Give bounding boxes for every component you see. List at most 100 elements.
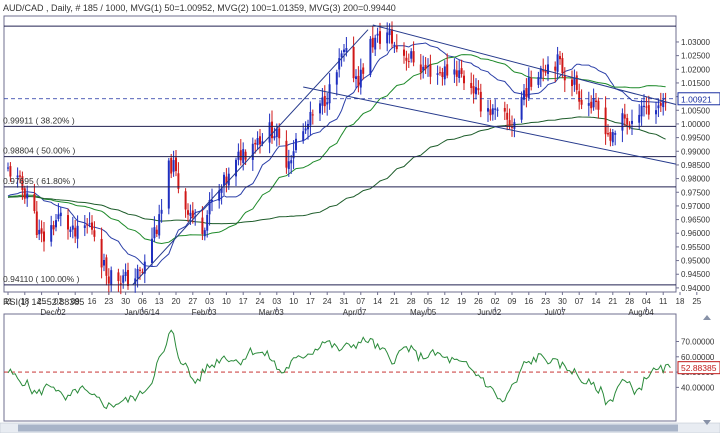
candle-bull bbox=[513, 122, 516, 129]
date-tick-label: 02 bbox=[491, 297, 500, 306]
candle-bull bbox=[38, 229, 41, 235]
candle-bull bbox=[59, 212, 62, 217]
candle-bull bbox=[338, 58, 341, 70]
candle-bull bbox=[340, 53, 343, 58]
month-label: Dec/02 bbox=[40, 308, 66, 317]
moving-averages bbox=[7, 42, 666, 268]
candle-bear bbox=[191, 210, 194, 218]
candle-bear bbox=[141, 271, 144, 273]
date-tick-label: 10 bbox=[222, 297, 231, 306]
candle-bull bbox=[88, 223, 91, 225]
candle-bear bbox=[578, 91, 581, 102]
candle-bull bbox=[16, 175, 19, 178]
candle-bear bbox=[508, 120, 511, 127]
candle-bull bbox=[443, 66, 446, 80]
candle-bear bbox=[575, 75, 578, 90]
candle-bear bbox=[35, 211, 38, 236]
candle-bear bbox=[559, 56, 561, 60]
rsi-tick-label: 40.00000 bbox=[681, 383, 715, 392]
date-tick-label: 18 bbox=[20, 297, 29, 306]
date-tick-label: 09 bbox=[71, 297, 80, 306]
candle-bull bbox=[76, 225, 79, 239]
candle-bull bbox=[143, 261, 146, 274]
date-tick-label: 10 bbox=[289, 297, 298, 306]
candle-bull bbox=[427, 65, 429, 67]
date-tick-label: 03 bbox=[205, 297, 214, 306]
candle-bear bbox=[278, 128, 281, 139]
candle-bear bbox=[597, 100, 600, 110]
candle-bull bbox=[261, 141, 264, 144]
month-label: Jun/02 bbox=[477, 308, 502, 317]
month-label: Apr/07 bbox=[343, 308, 367, 317]
candle-bear bbox=[405, 57, 408, 61]
candle-bear bbox=[357, 75, 360, 86]
uptrend-line bbox=[132, 29, 369, 285]
date-tick-label: 17 bbox=[239, 297, 248, 306]
candle-bull bbox=[573, 77, 576, 85]
candle-bull bbox=[227, 173, 230, 186]
candle-bear bbox=[626, 117, 629, 125]
month-label: Mar/03 bbox=[259, 308, 284, 317]
candle-bear bbox=[187, 210, 189, 215]
date-tick-label: 24 bbox=[323, 297, 332, 306]
date-tick-label: 05 bbox=[424, 297, 433, 306]
candle-bull bbox=[556, 54, 559, 72]
candle-bear bbox=[225, 176, 228, 184]
candle-bull bbox=[302, 131, 305, 141]
candle-bear bbox=[239, 150, 242, 161]
candle-bear bbox=[542, 69, 545, 72]
candle-bear bbox=[479, 91, 482, 112]
candle-bull bbox=[496, 109, 499, 111]
month-label: Feb/03 bbox=[192, 308, 217, 317]
date-tick-label: 20 bbox=[172, 297, 181, 306]
candle-bull bbox=[343, 49, 345, 53]
candle-bear bbox=[139, 269, 141, 271]
candle-bull bbox=[520, 97, 523, 120]
candle-bull bbox=[393, 44, 396, 47]
candle-bull bbox=[410, 51, 413, 59]
candle-bull bbox=[211, 199, 213, 202]
candle-bear bbox=[93, 230, 96, 237]
price-tick-label: 0.98500 bbox=[681, 161, 710, 170]
candle-bear bbox=[503, 108, 506, 112]
candle-bear bbox=[371, 37, 374, 48]
candle-bear bbox=[67, 215, 69, 230]
candle-bear bbox=[379, 31, 381, 44]
candle-bull bbox=[321, 97, 324, 106]
current-price-label: 1.00921 bbox=[681, 94, 712, 104]
candle-bull bbox=[309, 111, 312, 126]
candle-bear bbox=[460, 68, 463, 75]
candle-bear bbox=[352, 47, 355, 79]
date-tick-label: 11 bbox=[4, 297, 13, 306]
candle-bull bbox=[26, 193, 29, 199]
candle-bull bbox=[136, 268, 139, 279]
candle-bull bbox=[50, 225, 53, 242]
candle-bear bbox=[254, 142, 257, 145]
candle-bull bbox=[160, 209, 163, 214]
date-tick-label: 28 bbox=[625, 297, 634, 306]
candle-bear bbox=[43, 231, 45, 242]
candle-bull bbox=[376, 33, 379, 36]
candle-bull bbox=[251, 143, 254, 160]
candle-bear bbox=[561, 58, 564, 74]
candle-bull bbox=[189, 212, 192, 216]
candle-bear bbox=[86, 224, 89, 226]
candle-bear bbox=[91, 222, 93, 230]
date-tick-label: 25 bbox=[692, 297, 701, 306]
candle-bear bbox=[419, 64, 422, 73]
price-tick-label: 1.00000 bbox=[681, 120, 710, 129]
candle-bear bbox=[477, 88, 480, 91]
candle-bull bbox=[494, 108, 497, 110]
chart-title: AUD/CAD , Daily, # 185 / 1000, MVG(1) 50… bbox=[3, 3, 396, 13]
candle-bull bbox=[374, 37, 377, 50]
candle-bull bbox=[640, 105, 643, 117]
candlesticks bbox=[7, 21, 667, 295]
candle-bear bbox=[489, 109, 492, 116]
candle-bear bbox=[571, 79, 573, 87]
candle-bull bbox=[662, 101, 665, 108]
candle-bear bbox=[590, 101, 593, 109]
candle-bear bbox=[544, 70, 547, 73]
date-tick-label: 14 bbox=[592, 297, 601, 306]
candle-bull bbox=[614, 133, 617, 135]
month-label: May/05 bbox=[410, 308, 437, 317]
